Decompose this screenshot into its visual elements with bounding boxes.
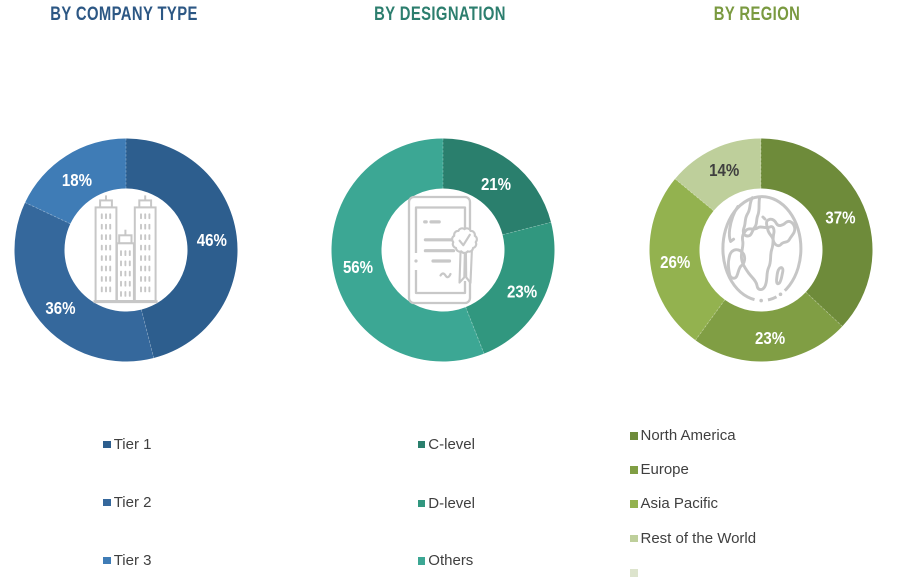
svg-text:56%: 56% <box>343 258 374 277</box>
svg-text:18%: 18% <box>62 171 93 190</box>
svg-text:23%: 23% <box>507 282 538 301</box>
svg-text:14%: 14% <box>709 161 740 180</box>
svg-text:26%: 26% <box>660 253 691 272</box>
svg-text:23%: 23% <box>755 329 786 348</box>
svg-text:36%: 36% <box>45 299 76 318</box>
svg-text:46%: 46% <box>197 231 228 250</box>
svg-text:37%: 37% <box>825 209 856 228</box>
svg-text:21%: 21% <box>481 175 512 194</box>
